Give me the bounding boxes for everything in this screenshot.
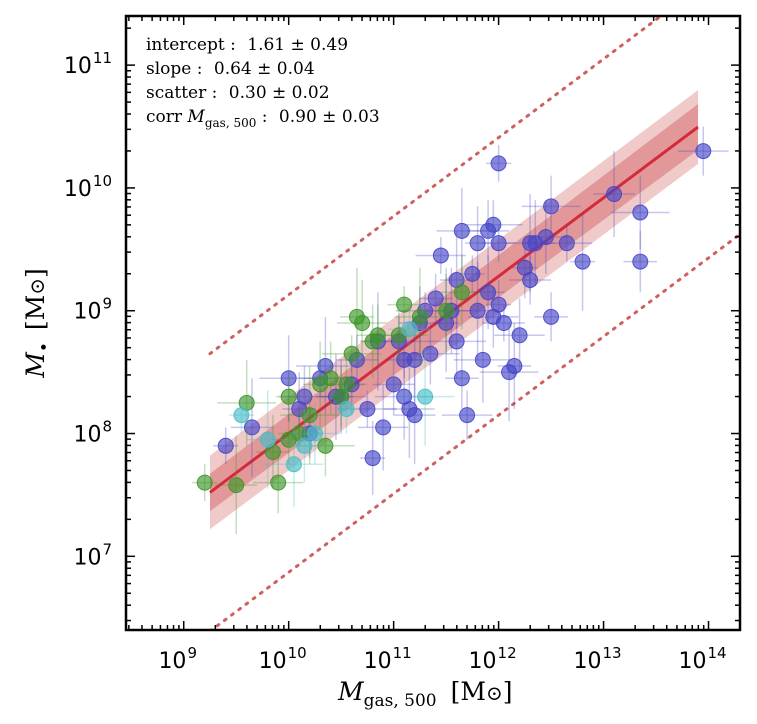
green-point [438,302,455,319]
y-tick-label: 107 [73,540,112,570]
purple-point [217,437,234,454]
green-point [317,437,334,454]
purple-point [632,253,649,270]
fit-statistics: intercept : 1.61 ± 0.49 slope : 0.64 ± 0… [146,35,380,130]
upper-scatter-line [208,16,664,356]
purple-point [406,407,423,424]
cyan-point [259,431,276,448]
purple-point [490,296,507,313]
cyan-point [417,388,434,405]
purple-point [280,370,297,387]
purple-point [406,351,423,368]
purple-point [469,302,486,319]
cyan-point [306,425,323,442]
purple-point [453,370,470,387]
purple-point [485,216,502,233]
purple-point [243,419,260,436]
purple-point [558,235,575,252]
purple-point [522,272,539,289]
green-point [343,345,360,362]
x-tick-label: 1012 [469,644,517,674]
purple-point [474,351,491,368]
purple-point [606,186,623,203]
purple-point [469,235,486,252]
purple-point [506,357,523,374]
x-axis-label: Mgas, 500 [M⊙] [337,677,513,711]
green-point [196,474,213,491]
purple-point [296,388,313,405]
green-point [354,315,371,331]
purple-point [453,222,470,239]
y-tick-label: 108 [73,418,112,448]
green-point [228,477,245,494]
y-tick-label: 109 [73,295,112,325]
x-tick-label: 1010 [259,644,307,674]
annotation-slope: slope : 0.64 ± 0.04 [146,59,315,79]
cyan-point [296,437,313,454]
purple-point [396,388,413,405]
y-tick-label: 1011 [64,49,112,79]
green-point [270,474,287,491]
purple-point [543,198,560,215]
purple-point [448,333,465,350]
purple-point [574,253,591,270]
purple-point [490,155,507,172]
green-point [396,296,413,313]
cyan-point [233,407,250,424]
green-point [280,388,297,405]
purple-point [543,308,560,325]
annotation-correlation: corr Mgas, 500 : 0.90 ± 0.03 [146,107,380,130]
green-point [411,308,428,325]
purple-point [490,235,507,252]
y-axis-label: M•[M⊙] [21,268,55,379]
purple-point [464,265,481,282]
x-tick-label: 1011 [364,644,412,674]
purple-point [375,419,392,436]
annotation-scatter: scatter : 0.30 ± 0.02 [146,83,330,103]
purple-point [459,407,476,424]
purple-point [432,247,449,264]
green-point [453,284,470,301]
purple-point [511,327,528,344]
data-points [192,126,729,535]
annotation-intercept: intercept : 1.61 ± 0.49 [146,35,348,55]
green-point [301,407,318,424]
purple-point [632,204,649,221]
green-point [280,431,297,448]
green-point [322,370,339,387]
purple-point [359,400,376,417]
purple-point [695,143,712,160]
cyan-point [401,321,418,338]
purple-point [537,229,554,246]
x-tick-label: 1013 [574,644,622,674]
lower-scatter-line [209,232,740,630]
purple-point [480,284,497,301]
cyan-point [285,456,302,473]
x-tick-label: 109 [158,644,197,674]
purple-point [385,376,402,393]
purple-point [427,290,444,307]
green-point [338,376,355,393]
cyan-point [338,400,355,417]
x-tick-label: 1014 [678,644,726,674]
y-tick-label: 1010 [64,172,112,202]
purple-point [495,315,512,331]
purple-point [422,345,439,362]
purple-point [364,450,381,467]
green-point [369,327,386,344]
